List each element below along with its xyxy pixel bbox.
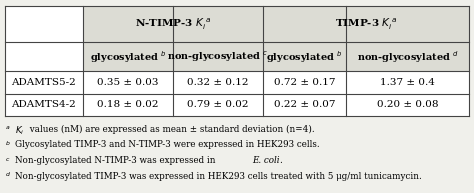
Text: $^d$: $^d$	[5, 172, 11, 181]
Text: Non-glycosylated N-TIMP-3 was expressed in: Non-glycosylated N-TIMP-3 was expressed …	[15, 156, 219, 165]
Text: values (nM) are expressed as mean ± standard deviation (n=4).: values (nM) are expressed as mean ± stan…	[27, 124, 315, 134]
Text: glycosylated $^b$: glycosylated $^b$	[266, 49, 343, 65]
Text: N-TIMP-3 $K_i^{\ a}$: N-TIMP-3 $K_i^{\ a}$	[135, 16, 211, 32]
Text: $^b$: $^b$	[5, 140, 10, 149]
Text: $^c$: $^c$	[5, 156, 10, 165]
Text: TIMP-3 $K_i^{\ a}$: TIMP-3 $K_i^{\ a}$	[335, 16, 398, 32]
Text: E. coli: E. coli	[252, 156, 280, 165]
Text: 0.35 ± 0.03: 0.35 ± 0.03	[97, 78, 159, 87]
Text: 1.37 ± 0.4: 1.37 ± 0.4	[380, 78, 435, 87]
Text: $K_i$: $K_i$	[15, 124, 25, 137]
Text: non-glycosylated $^c$: non-glycosylated $^c$	[167, 50, 269, 64]
Text: $^a$: $^a$	[5, 124, 10, 134]
Text: ADAMTS5-2: ADAMTS5-2	[11, 78, 76, 87]
Text: 0.22 ± 0.07: 0.22 ± 0.07	[274, 100, 335, 109]
Text: glycosylated $^b$: glycosylated $^b$	[90, 49, 166, 65]
Text: 0.20 ± 0.08: 0.20 ± 0.08	[377, 100, 438, 109]
Text: 0.32 ± 0.12: 0.32 ± 0.12	[187, 78, 249, 87]
Text: Non-glycosylated TIMP-3 was expressed in HEK293 cells treated with 5 μg/ml tunic: Non-glycosylated TIMP-3 was expressed in…	[15, 172, 422, 181]
Text: 0.79 ± 0.02: 0.79 ± 0.02	[187, 100, 249, 109]
Text: 0.18 ± 0.02: 0.18 ± 0.02	[97, 100, 159, 109]
Text: .: .	[279, 156, 282, 165]
Text: Glycosylated TIMP-3 and N-TIMP-3 were expressed in HEK293 cells.: Glycosylated TIMP-3 and N-TIMP-3 were ex…	[15, 140, 320, 149]
Text: 0.72 ± 0.17: 0.72 ± 0.17	[274, 78, 335, 87]
Text: ADAMTS4-2: ADAMTS4-2	[11, 100, 76, 109]
Text: non-glycosylated $^d$: non-glycosylated $^d$	[357, 49, 458, 65]
